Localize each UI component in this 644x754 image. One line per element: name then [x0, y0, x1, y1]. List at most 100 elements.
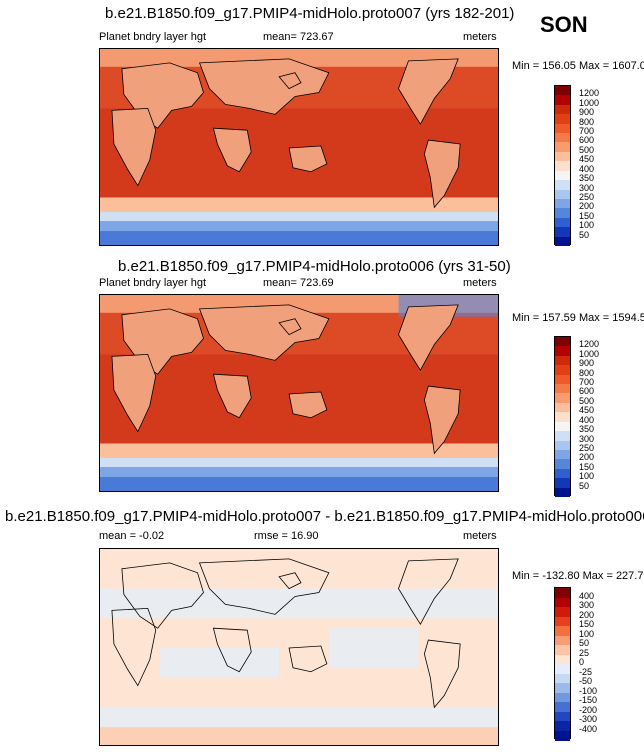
colorbar-cell [555, 227, 570, 238]
season-label: SON [540, 12, 588, 37]
colorbar-tick-label: 50 [579, 229, 590, 240]
colorbar-tick-label: 400 [579, 414, 595, 425]
colorbar-cell [555, 189, 570, 200]
colorbar-tick-label: 1000 [579, 348, 600, 359]
colorbar-tick-label: 700 [579, 377, 595, 388]
colorbar-cell [555, 236, 570, 247]
colorbar-cell [555, 468, 570, 479]
panel2-map [99, 294, 499, 492]
colorbar-tick-label: -150 [579, 695, 598, 705]
panel1-map [99, 48, 499, 246]
colorbar-tick-label: -400 [579, 723, 598, 734]
colorbar-tick-label: 600 [579, 135, 595, 146]
panel1-units-label: meters [463, 31, 497, 43]
colorbar-tick-label: -200 [579, 704, 598, 715]
colorbar-cell [555, 170, 570, 181]
colorbar-cell [555, 374, 570, 385]
colorbar-cell [555, 421, 570, 432]
world-map-absolute-2 [99, 294, 499, 492]
colorbar-tick-label: 700 [579, 126, 595, 137]
colorbar-cell [555, 95, 570, 106]
colorbar-cell [555, 607, 570, 617]
colorbar-frame [554, 336, 571, 498]
colorbar-tick-label: 500 [579, 144, 595, 155]
colorbar-tick-label: 1200 [579, 339, 600, 350]
colorbar-cell [555, 365, 570, 376]
panel1-mean-label: mean= 723.67 [263, 31, 334, 43]
colorbar-tick-label: -300 [579, 714, 598, 724]
colorbar-cell [555, 487, 570, 498]
colorbar-frame [554, 587, 571, 741]
colorbar-cell [555, 412, 570, 423]
colorbar-cell [555, 208, 570, 219]
colorbar-cell [555, 161, 570, 172]
colorbar-tick-label: 350 [579, 424, 595, 435]
colorbar-cell [555, 393, 570, 404]
panel3-rmse-label: rmse = 16.90 [254, 530, 319, 542]
colorbar-cell [555, 692, 570, 703]
colorbar-tick-label: 800 [579, 367, 595, 378]
colorbar-tick-label: 300 [579, 600, 595, 610]
colorbar-frame [554, 85, 571, 247]
panel3-mean-label: mean = -0.02 [99, 530, 165, 542]
colorbar-cell [555, 664, 570, 674]
colorbar-cell [555, 711, 570, 722]
colorbar-tick-label: 400 [579, 163, 595, 174]
colorbar-cell [555, 355, 570, 366]
colorbar-absolute-2: 1200 1000 900 800 700 600 500 450 400 350 300 250 20… [554, 336, 599, 498]
colorbar-cell [555, 402, 570, 413]
colorbar-cell [555, 180, 570, 191]
colorbar-cell [555, 217, 570, 228]
colorbar-tick-label: 50 [579, 480, 590, 491]
colorbar-tick-label: 200 [579, 201, 595, 212]
panel3-map [99, 548, 499, 746]
colorbar-cell [555, 198, 570, 209]
panel2-mean-label: mean= 723.69 [263, 277, 334, 289]
colorbar-difference: 400 300 200 150 100 50 25 0 -25 -50 -100 -150 -200 -3… [554, 587, 597, 741]
colorbar-cell [555, 104, 570, 115]
colorbar-tick-label: -50 [579, 676, 593, 686]
colorbar-tick-label: 25 [579, 647, 590, 658]
colorbar-cell [555, 635, 570, 646]
colorbar-tick-label: 0 [579, 657, 585, 667]
colorbar-cell [555, 449, 570, 460]
colorbar-cell [555, 673, 570, 684]
colorbar-cell [555, 346, 570, 357]
colorbar-cell [555, 114, 570, 125]
colorbar-cell [555, 597, 570, 608]
colorbar-cell [555, 431, 570, 442]
colorbar-tick-label: 900 [579, 358, 595, 369]
colorbar-tick-label: 450 [579, 154, 595, 165]
world-map-absolute-1 [99, 48, 499, 246]
colorbar-cell [555, 626, 570, 636]
colorbar-tick-label: 350 [579, 173, 595, 184]
world-map-difference [99, 548, 499, 746]
colorbar-tick-label: 1000 [579, 97, 600, 108]
panel2-minmax-label: Min = 157.59 Max = 1594.55 [512, 312, 644, 324]
colorbar-cell [555, 730, 570, 741]
colorbar-cell [555, 440, 570, 451]
colorbar-cell [555, 616, 570, 627]
colorbar-tick-label: 600 [579, 386, 595, 397]
colorbar-tick-label: 100 [579, 628, 595, 639]
colorbar-tick-label: 1200 [579, 88, 600, 99]
colorbar-cell [555, 683, 570, 693]
colorbar-tick-label: 150 [579, 461, 595, 472]
colorbar-tick-label: 300 [579, 182, 595, 193]
panel1-title: b.e21.B1850.f09_g17.PMIP4-midHolo.proto0… [105, 5, 515, 22]
colorbar-tick-label: 150 [579, 210, 595, 221]
colorbar-cell [555, 588, 570, 598]
panel3-units-label: meters [463, 530, 497, 542]
colorbar-cell [555, 654, 570, 665]
colorbar-cell [555, 459, 570, 470]
panel2-units-label: meters [463, 277, 497, 289]
colorbar-cell [555, 86, 570, 96]
colorbar-tick-label: 400 [579, 590, 595, 601]
colorbar-cell [555, 702, 570, 712]
panel1-minmax-label: Min = 156.05 Max = 1607.04 [512, 60, 644, 72]
colorbar-tick-label: 250 [579, 442, 595, 453]
colorbar-tick-label: 300 [579, 433, 595, 444]
colorbar-absolute-1: 1200 1000 900 800 700 600 500 450 400 350 300 250 20… [554, 85, 599, 247]
colorbar-cell [555, 337, 570, 347]
colorbar-tick-label: -100 [579, 685, 598, 696]
